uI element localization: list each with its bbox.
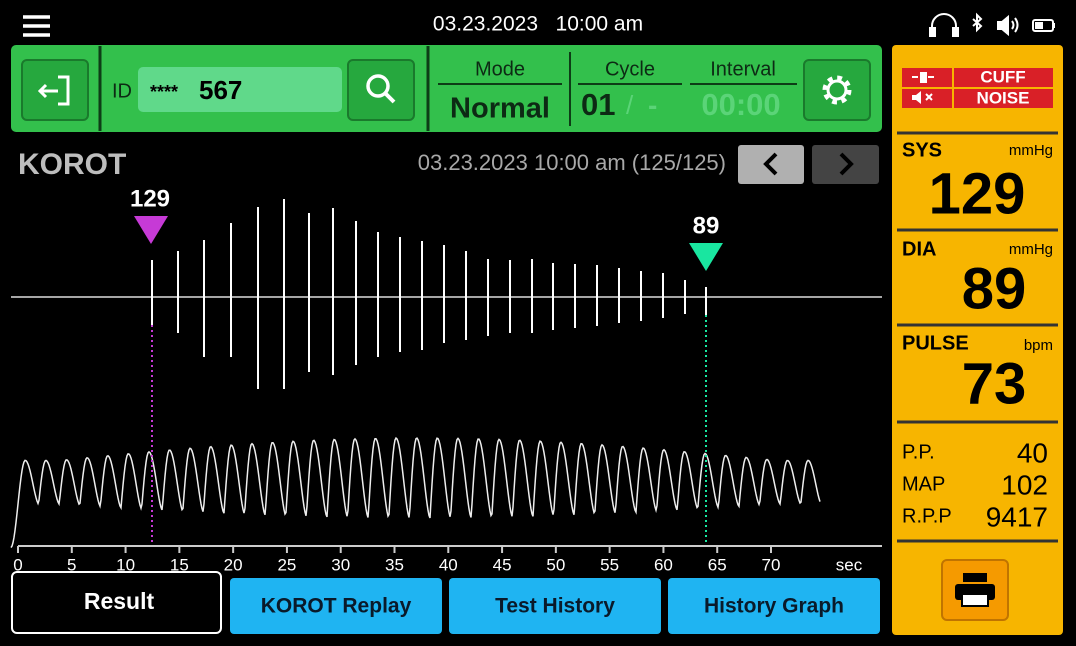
x-tick-label: 60	[654, 555, 673, 574]
menu-button[interactable]	[23, 15, 50, 37]
datetime: 03.23.2023 10:00 am	[433, 13, 643, 36]
dia-unit: mmHg	[1009, 241, 1053, 258]
id-mask: ****	[150, 82, 178, 102]
id-label: ID	[112, 80, 132, 102]
x-tick-label: 55	[600, 555, 619, 574]
x-tick-label: 40	[439, 555, 458, 574]
mode-value: Normal	[450, 93, 550, 125]
tab-label: Result	[84, 588, 155, 614]
x-unit: sec	[836, 555, 863, 574]
panel-dividers	[897, 131, 1058, 543]
pulse-value: 73	[962, 351, 1027, 416]
korot-title: KOROT	[18, 148, 126, 181]
derived-values: P.P. 40 MAP 102 R.P.P 9417	[902, 437, 1048, 532]
settings-button[interactable]	[803, 59, 871, 121]
x-tick-label: 45	[493, 555, 512, 574]
cycle-label: Cycle	[605, 58, 655, 80]
search-button[interactable]	[347, 59, 415, 121]
tab-label: Test History	[495, 595, 615, 618]
x-tick-label: 70	[762, 555, 781, 574]
korot-plot: 0 5 10 15 20 25 30 35 40 45 50 55 60 65 70	[10, 199, 882, 574]
x-tick-label: 0	[13, 555, 22, 574]
tab-label: History Graph	[704, 595, 844, 618]
sys-unit: mmHg	[1009, 142, 1053, 159]
pulse-unit: bpm	[1024, 337, 1053, 354]
pulse-label: PULSE	[902, 332, 969, 354]
derived-label: P.P.	[902, 441, 935, 463]
tab-korot-replay[interactable]: KOROT Replay	[230, 578, 442, 634]
alert-box	[902, 68, 1053, 108]
x-tick-label: 5	[67, 555, 76, 574]
cycle-value: 01	[581, 87, 615, 122]
tab-test-history[interactable]: Test History	[449, 578, 661, 634]
cycle-separator: /	[626, 90, 634, 120]
print-button[interactable]	[941, 559, 1009, 621]
tab-label: KOROT Replay	[261, 595, 412, 618]
sys-value: 129	[929, 161, 1026, 226]
sys-marker	[134, 216, 168, 244]
interval-value: 00:00	[701, 87, 780, 122]
id-value: 567	[199, 75, 242, 105]
derived-value: 9417	[986, 501, 1048, 532]
x-tick-label: 30	[331, 555, 350, 574]
sys-marker-label: 129	[130, 185, 170, 212]
mode-label: Mode	[475, 58, 525, 80]
next-button[interactable]	[812, 145, 879, 184]
status-icons	[929, 12, 1055, 37]
dia-marker-label: 89	[693, 212, 720, 239]
derived-label: MAP	[902, 473, 945, 495]
derived-value: 102	[1001, 469, 1048, 500]
record-info: 03.23.2023 10:00 am (125/125)	[418, 150, 726, 175]
x-tick-label: 10	[116, 555, 135, 574]
x-tick-label: 15	[170, 555, 189, 574]
id-input[interactable]	[138, 67, 342, 112]
dia-marker	[689, 243, 723, 271]
tab-result[interactable]: Result	[11, 571, 222, 634]
x-tick-label: 65	[708, 555, 727, 574]
x-tick-label: 35	[385, 555, 404, 574]
cycle-total: -	[648, 89, 657, 120]
alert-cuff: CUFF	[980, 67, 1025, 86]
pulse-waveform	[10, 436, 821, 549]
x-tick-label: 25	[277, 555, 296, 574]
derived-value: 40	[1017, 437, 1048, 468]
sys-label: SYS	[902, 139, 942, 161]
previous-button[interactable]	[738, 145, 804, 184]
derived-label: R.P.P	[902, 505, 952, 527]
vitals-panel	[892, 45, 1063, 635]
x-tick-label: 50	[546, 555, 565, 574]
dia-label: DIA	[902, 238, 936, 260]
x-tick-label: 20	[224, 555, 243, 574]
alert-noise: NOISE	[977, 88, 1030, 107]
dia-value: 89	[962, 256, 1027, 321]
exit-button[interactable]	[21, 59, 89, 121]
tab-history-graph[interactable]: History Graph	[668, 578, 880, 634]
interval-label: Interval	[710, 58, 776, 80]
